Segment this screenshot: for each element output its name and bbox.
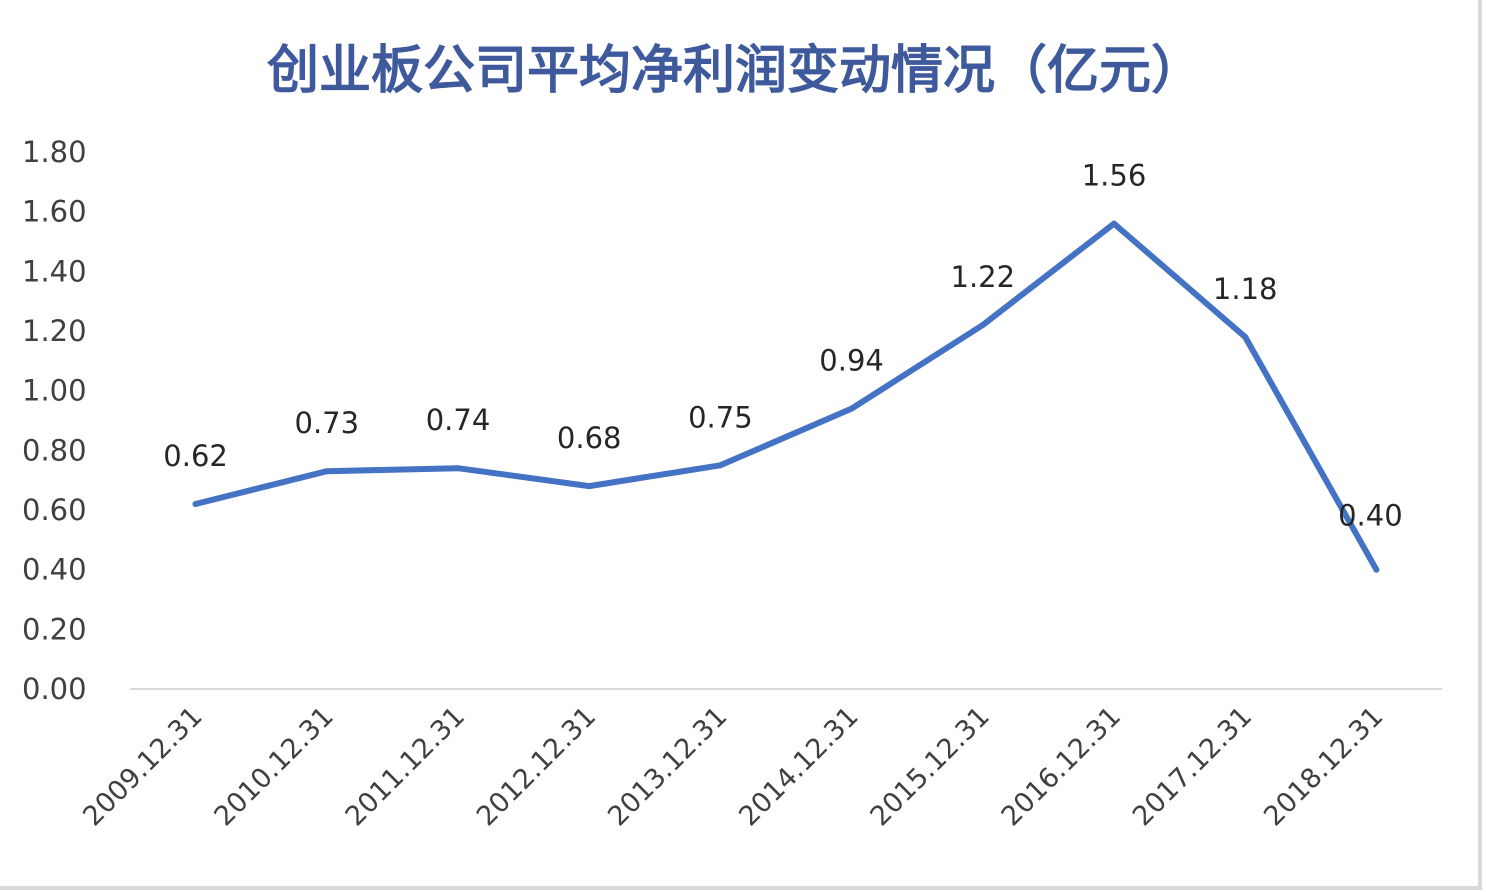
- data-point: [192, 501, 199, 508]
- x-tick-label: 2012.12.31: [471, 701, 602, 832]
- y-tick-label: 0.20: [22, 612, 87, 646]
- data-point: [1373, 566, 1380, 573]
- data-label: 1.18: [1213, 272, 1278, 306]
- y-tick-label: 1.40: [22, 254, 87, 288]
- data-point: [848, 405, 855, 412]
- x-tick-label: 2013.12.31: [602, 701, 733, 832]
- series-group: [192, 220, 1380, 573]
- data-label: 0.73: [295, 406, 360, 440]
- chart-title: 创业板公司平均净利润变动情况（亿元）: [266, 41, 1203, 101]
- data-label: 0.75: [688, 400, 753, 434]
- y-axis-tick-labels: 0.00 0.20 0.40 0.60 0.80 1.00 1.20 1.40 1.60 1.80: [22, 135, 87, 706]
- x-tick-label: 2015.12.31: [865, 701, 996, 832]
- y-tick-label: 1.80: [22, 135, 87, 169]
- y-tick-label: 0.80: [22, 433, 87, 467]
- data-label: 0.94: [819, 344, 884, 378]
- data-point: [455, 465, 461, 472]
- y-tick-label: 1.00: [22, 374, 87, 408]
- y-tick-label: 0.60: [22, 493, 87, 527]
- x-tick-label: 2016.12.31: [996, 701, 1127, 832]
- data-point: [979, 322, 986, 329]
- x-tick-label: 2011.12.31: [340, 701, 471, 832]
- x-tick-label: 2010.12.31: [209, 701, 340, 832]
- data-label: 0.74: [426, 403, 491, 437]
- data-label: 1.22: [951, 260, 1016, 294]
- data-label: 0.68: [557, 421, 622, 455]
- y-tick-label: 0.00: [22, 672, 87, 706]
- y-tick-label: 0.40: [22, 553, 87, 587]
- x-tick-label: 2014.12.31: [733, 701, 864, 832]
- x-axis-tick-labels: 2009.12.31 2010.12.31 2011.12.31 2012.12.31…: [77, 701, 1389, 832]
- x-tick-label: 2017.12.31: [1127, 701, 1258, 832]
- data-label-group: 0.62 0.73 0.74 0.68 0.75 0.94 1.22 1.56 1.18 0.40: [163, 159, 1402, 533]
- data-label: 0.40: [1338, 499, 1403, 533]
- y-tick-label: 1.60: [22, 195, 87, 229]
- data-point: [1111, 220, 1117, 227]
- data-point: [1242, 333, 1249, 340]
- data-label: 0.62: [163, 439, 228, 473]
- data-point: [323, 468, 330, 475]
- data-point: [586, 483, 593, 490]
- x-tick-label: 2009.12.31: [77, 701, 208, 832]
- series-line: [192, 220, 1380, 573]
- data-label: 1.56: [1082, 159, 1147, 193]
- data-point: [717, 462, 724, 469]
- x-tick-label: 2018.12.31: [1258, 701, 1389, 832]
- y-tick-label: 1.20: [22, 314, 87, 348]
